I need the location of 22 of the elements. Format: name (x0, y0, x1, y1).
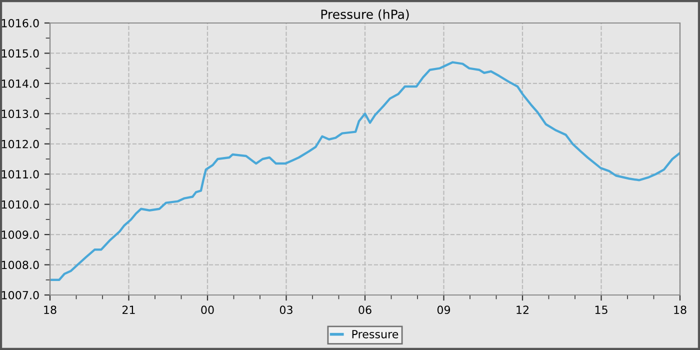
y-tick-label: 1007.0 (2, 290, 39, 300)
x-tick-label: 15 (595, 306, 608, 314)
chart-title: Pressure (hPa) (321, 9, 409, 20)
x-tick-label: 06 (358, 306, 372, 314)
legend-label: Pressure (352, 330, 398, 338)
y-tick-label: 1014.0 (2, 79, 39, 88)
y-tick-label: 1011.0 (2, 170, 39, 178)
y-tick-label: 1008.0 (2, 260, 39, 270)
line-series (50, 61, 680, 281)
y-tick-label: 1009.0 (2, 230, 39, 239)
y-tick-label: 1015.0 (2, 49, 39, 58)
y-tick-label: 1012.0 (2, 140, 39, 148)
x-tick-label: 18 (674, 306, 686, 314)
y-tick-label: 1013.0 (2, 110, 39, 118)
x-tick-label: 03 (280, 306, 292, 314)
y-tick-label: 1010.0 (2, 200, 39, 209)
y-tick-label: 1016.0 (2, 18, 39, 28)
x-tick-label: 21 (122, 306, 135, 314)
x-tick-label: 18 (44, 306, 56, 314)
x-tick-label: 00 (201, 306, 214, 314)
x-tick-label: 12 (516, 306, 528, 314)
x-tick-label: 09 (437, 306, 450, 314)
